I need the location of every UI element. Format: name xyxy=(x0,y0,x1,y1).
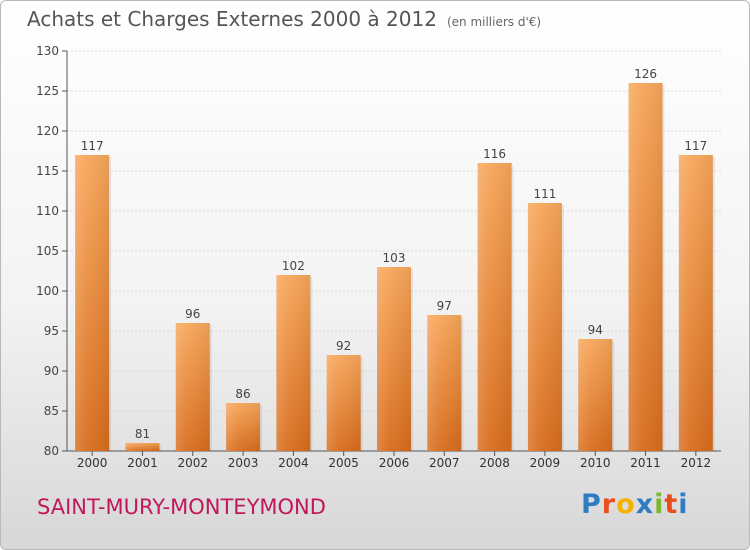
y-tick-label: 80 xyxy=(44,444,59,458)
bar-highlight xyxy=(527,203,562,451)
commune-name: SAINT-MURY-MONTEYMOND xyxy=(37,495,326,519)
bars xyxy=(75,83,715,451)
x-tick-label: 2000 xyxy=(77,456,108,470)
data-label: 111 xyxy=(533,187,556,201)
logo-letter: r xyxy=(601,489,617,520)
bar-highlight xyxy=(427,315,462,451)
data-label: 116 xyxy=(483,147,506,161)
x-tick-label: 2008 xyxy=(479,456,510,470)
bar-highlight xyxy=(125,443,160,451)
data-label: 126 xyxy=(634,67,657,81)
y-tick-label: 90 xyxy=(44,364,59,378)
x-tick-label: 2001 xyxy=(127,456,158,470)
logo-letter: i xyxy=(654,489,665,520)
data-label: 117 xyxy=(81,139,104,153)
x-tick-label: 2009 xyxy=(530,456,561,470)
data-label: 86 xyxy=(235,387,250,401)
labels: 80 85 90 95 100 105 110 115 120 125 130 117 2000 81 20… xyxy=(36,44,711,470)
bar-highlight xyxy=(678,155,713,451)
bar-highlight xyxy=(377,267,411,451)
y-tick-label: 130 xyxy=(36,44,59,58)
bar-highlight xyxy=(175,323,210,451)
x-tick-label: 2007 xyxy=(429,456,460,470)
data-label: 81 xyxy=(135,427,150,441)
x-tick-label: 2005 xyxy=(328,456,359,470)
y-tick-label: 115 xyxy=(36,164,59,178)
bar-highlight xyxy=(276,275,311,451)
x-tick-label: 2002 xyxy=(177,456,208,470)
data-label: 102 xyxy=(282,259,305,273)
logo-letter: x xyxy=(635,489,655,520)
y-tick-label: 120 xyxy=(36,124,59,138)
logo-letter: P xyxy=(581,489,602,520)
x-tick-label: 2003 xyxy=(228,456,259,470)
logo-letter: i xyxy=(678,489,689,520)
bar-highlight xyxy=(628,83,663,451)
x-tick-label: 2012 xyxy=(681,456,712,470)
data-label: 97 xyxy=(437,299,452,313)
logo-letter: o xyxy=(616,489,636,520)
x-tick-label: 2006 xyxy=(379,456,410,470)
x-tick-label: 2011 xyxy=(630,456,661,470)
data-label: 94 xyxy=(588,323,603,337)
bar-highlight xyxy=(226,403,261,451)
x-tick-label: 2004 xyxy=(278,456,309,470)
data-label: 92 xyxy=(336,339,351,353)
y-tick-label: 85 xyxy=(44,404,59,418)
bar-highlight xyxy=(326,355,361,451)
bar-highlight xyxy=(477,163,512,451)
data-label: 96 xyxy=(185,307,200,321)
y-tick-label: 125 xyxy=(36,84,59,98)
title-unit: (en milliers d'€) xyxy=(446,15,542,29)
bar-highlight xyxy=(75,155,110,451)
logo-letter: t xyxy=(664,489,679,520)
y-tick-label: 110 xyxy=(36,204,59,218)
x-tick-label: 2010 xyxy=(580,456,611,470)
y-tick-label: 100 xyxy=(36,284,59,298)
y-tick-label: 95 xyxy=(44,324,59,338)
chart-title: Achats et Charges Externes 2000 à 2012 (e… xyxy=(27,7,541,31)
y-tick-label: 105 xyxy=(36,244,59,258)
data-label: 117 xyxy=(684,139,707,153)
bar-highlight xyxy=(578,339,613,451)
data-label: 103 xyxy=(383,251,406,265)
proxiti-logo: Proxiti xyxy=(581,489,689,520)
title-main: Achats et Charges Externes 2000 à 2012 xyxy=(27,7,437,31)
